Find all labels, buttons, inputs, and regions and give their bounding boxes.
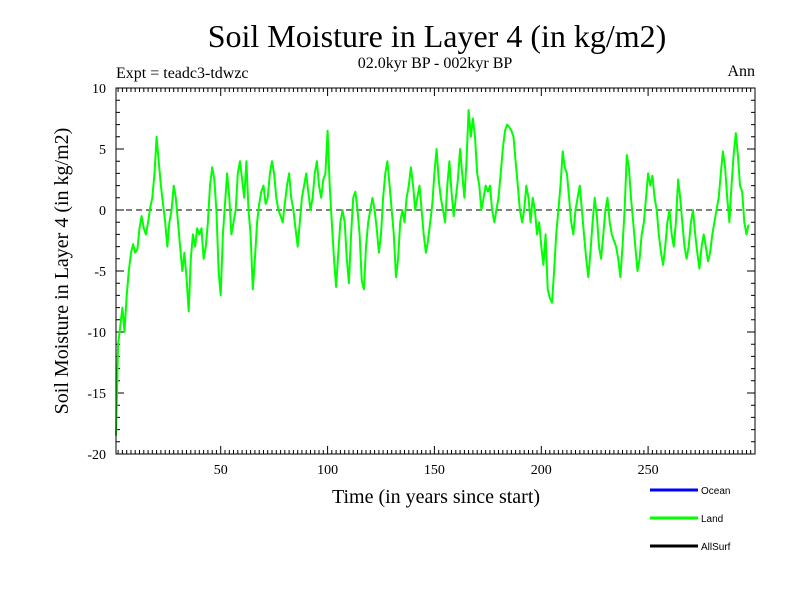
y-tick-labels: -20 -15 -10 -5 0 5 10 xyxy=(87,82,106,463)
y-tick-label: 0 xyxy=(99,204,106,219)
experiment-label: Expt = teadc3-tdwzc xyxy=(116,65,249,82)
x-tick-label: 150 xyxy=(424,463,445,478)
x-tick-label: 50 xyxy=(214,463,228,478)
y-axis-label: Soil Moisture in Layer 4 (in kg/m2) xyxy=(51,128,73,415)
y-tick-label: -10 xyxy=(87,326,106,341)
plot-frame xyxy=(115,87,756,455)
legend-label-land: Land xyxy=(701,514,723,525)
x-tick-label: 100 xyxy=(317,463,338,478)
x-tick-label: 200 xyxy=(531,463,552,478)
y-tick-label: 10 xyxy=(92,82,106,97)
x-tick-label: 250 xyxy=(638,463,659,478)
chart-title: Soil Moisture in Layer 4 (in kg/m2) xyxy=(208,18,667,54)
x-axis-label: Time (in years since start) xyxy=(332,486,540,508)
y-tick-label: -20 xyxy=(87,448,106,463)
y-tick-label: -15 xyxy=(87,387,106,402)
axis-ticks xyxy=(116,87,755,455)
season-label: Ann xyxy=(727,63,755,80)
series-line-land xyxy=(115,109,750,436)
legend-label-allsurf: AllSurf xyxy=(701,542,731,553)
legend-label-ocean: Ocean xyxy=(701,486,730,497)
legend: Ocean Land AllSurf xyxy=(650,486,731,553)
y-tick-label: -5 xyxy=(94,265,106,280)
chart-subtitle: 02.0kyr BP - 002kyr BP xyxy=(358,55,513,72)
x-tick-labels: 50 100 150 200 250 xyxy=(214,463,659,478)
tick-marks xyxy=(116,87,755,455)
y-tick-label: 5 xyxy=(99,143,106,158)
